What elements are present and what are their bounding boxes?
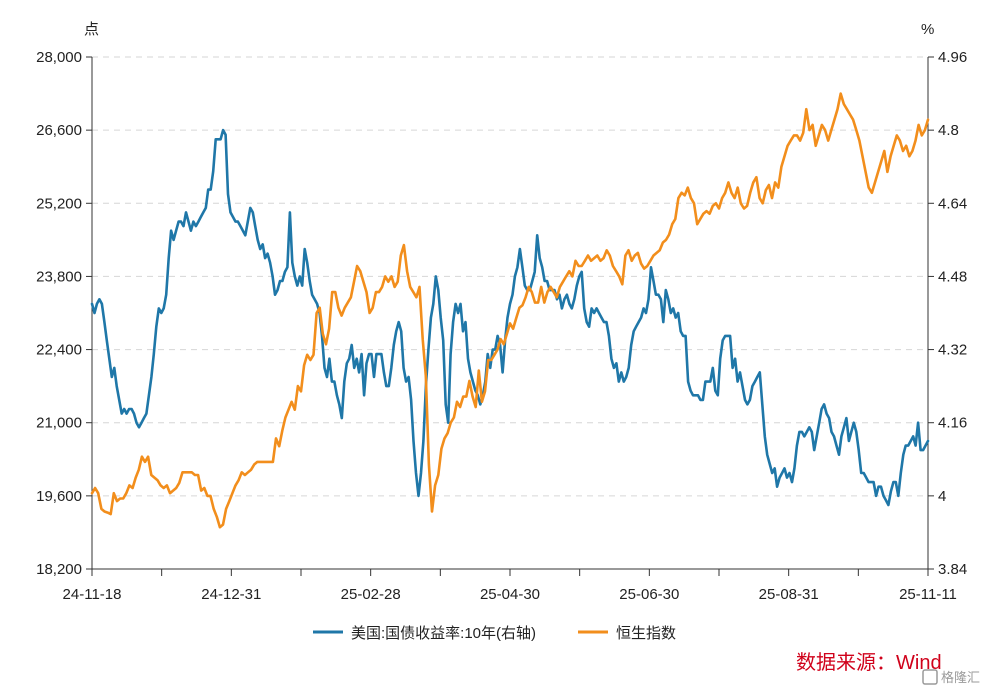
left-tick-label: 25,200 (36, 195, 82, 212)
right-unit-label: % (921, 21, 934, 38)
x-tick-label: 25-02-28 (341, 586, 401, 603)
watermark-logo-icon (922, 669, 938, 685)
x-tick-label: 25-06-30 (619, 586, 679, 603)
axes: 18,200 3.84 19,600 4 21,000 4.16 22,400 4.32 23,… (36, 49, 967, 603)
legend-label-hsi: 恒生指数 (616, 625, 676, 642)
right-tick-label: 3.84 (938, 561, 967, 578)
data-source-label: 数据来源：Wind (796, 651, 942, 674)
series-lines (90, 92, 930, 529)
legend-label-us10y: 美国:国债收益率:10年(右轴) (351, 625, 536, 642)
watermark-label: 格隆汇 (941, 670, 980, 685)
right-tick-label: 4 (938, 488, 946, 505)
left-tick-label: 18,200 (36, 561, 82, 578)
grid-lines (92, 56, 928, 497)
left-tick-label: 26,600 (36, 122, 82, 139)
left-tick-label: 22,400 (36, 342, 82, 359)
left-tick-label: 19,600 (36, 488, 82, 505)
x-tick-label: 25-11-11 (899, 586, 957, 603)
right-tick-label: 4.16 (938, 415, 967, 432)
right-tick-label: 4.8 (938, 122, 959, 139)
series-line-hsi (90, 92, 930, 529)
left-tick-label: 28,000 (36, 49, 82, 66)
series-line-us10y (90, 128, 930, 507)
right-tick-label: 4.64 (938, 195, 967, 212)
left-tick-label: 23,800 (36, 268, 82, 285)
watermark: 格隆汇 (922, 669, 980, 685)
right-tick-label: 4.48 (938, 268, 967, 285)
legend: 美国:国债收益率:10年(右轴) 恒生指数 (313, 625, 676, 642)
left-tick-label: 21,000 (36, 415, 82, 432)
left-unit-label: 点 (84, 21, 99, 38)
x-tick-label: 24-12-31 (201, 586, 261, 603)
x-tick-label: 24-11-18 (63, 586, 122, 603)
right-tick-label: 4.96 (938, 49, 967, 66)
right-tick-label: 4.32 (938, 342, 967, 359)
x-tick-label: 25-08-31 (759, 586, 819, 603)
x-tick-label: 25-04-30 (480, 586, 540, 603)
